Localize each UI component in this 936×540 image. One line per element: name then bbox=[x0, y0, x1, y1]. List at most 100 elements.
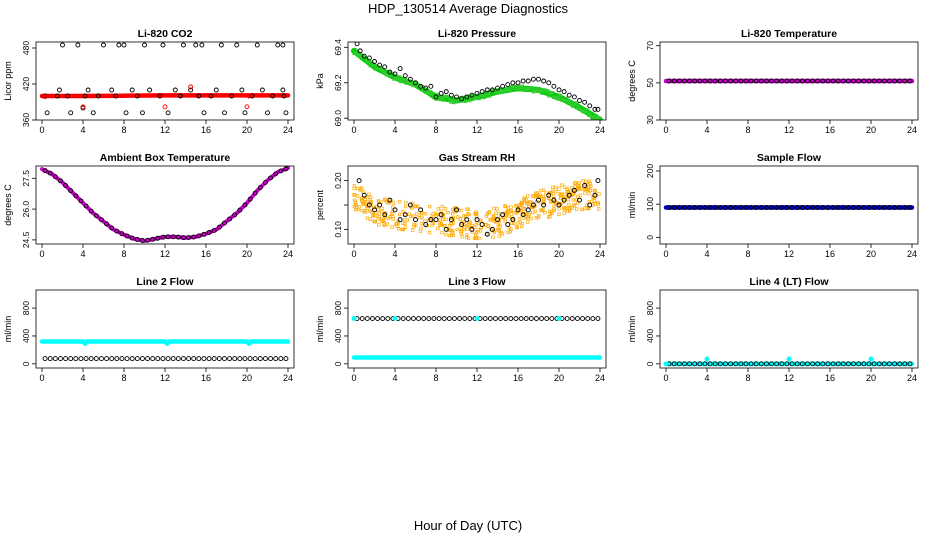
y-tick-label: 420 bbox=[21, 77, 31, 91]
series-point bbox=[416, 204, 420, 208]
series-point bbox=[109, 356, 115, 362]
series-point bbox=[459, 208, 463, 213]
series-point bbox=[458, 217, 462, 221]
series-point bbox=[358, 187, 362, 191]
series-point bbox=[211, 356, 217, 362]
series-point bbox=[871, 361, 877, 367]
series-point bbox=[162, 104, 168, 110]
series-point bbox=[352, 184, 357, 188]
series-point bbox=[583, 206, 587, 210]
series-point bbox=[598, 116, 602, 120]
series-point bbox=[52, 174, 58, 180]
series-point bbox=[723, 205, 728, 210]
series-point bbox=[165, 110, 171, 116]
series-point bbox=[359, 199, 364, 203]
series-point bbox=[510, 217, 516, 223]
series-point bbox=[518, 316, 524, 322]
x-tick-label: 8 bbox=[433, 125, 438, 135]
series-point bbox=[512, 211, 516, 215]
series-point bbox=[442, 224, 446, 228]
y-axis-label: ml/min bbox=[627, 316, 637, 343]
panel-6: Line 2 Flow ml/min 0 4 8 12 16 20 24 0 400 800 bbox=[3, 276, 295, 383]
x-tick-label: 12 bbox=[472, 125, 482, 135]
series-point bbox=[897, 205, 903, 210]
series-point bbox=[363, 210, 367, 214]
y-tick-label: 69.4 bbox=[333, 39, 343, 56]
series-point bbox=[382, 222, 386, 226]
series-point bbox=[497, 234, 501, 238]
series-point bbox=[536, 215, 540, 219]
x-tick-label: 20 bbox=[866, 249, 876, 259]
series-point bbox=[411, 316, 416, 322]
series-point bbox=[109, 225, 115, 231]
series-point bbox=[505, 82, 511, 87]
series-point bbox=[113, 93, 119, 99]
series-point bbox=[573, 181, 577, 185]
series-point bbox=[552, 194, 556, 198]
series-point bbox=[397, 66, 403, 72]
series-point bbox=[784, 361, 790, 367]
series-point bbox=[362, 202, 366, 206]
series-point bbox=[723, 78, 728, 84]
panel-2: Li-820 Temperature degrees C 0 4 8 12 16 20 24 30… bbox=[627, 28, 919, 135]
series-point bbox=[98, 217, 104, 223]
series-point bbox=[377, 223, 381, 227]
series-point bbox=[520, 78, 526, 84]
series-point bbox=[592, 106, 598, 112]
series-point bbox=[697, 361, 703, 367]
series-point bbox=[63, 183, 69, 188]
series-point bbox=[586, 182, 591, 187]
series-point bbox=[520, 224, 524, 228]
series-point bbox=[830, 205, 836, 210]
series-point bbox=[748, 205, 754, 210]
plot-frame bbox=[347, 41, 607, 121]
series-point bbox=[265, 110, 270, 116]
series-point bbox=[160, 42, 166, 48]
series-point bbox=[363, 199, 368, 204]
series-point bbox=[78, 356, 84, 362]
series-point bbox=[784, 78, 790, 84]
series-point bbox=[671, 78, 677, 84]
series-point bbox=[373, 220, 377, 224]
series-point bbox=[769, 78, 775, 84]
series-point bbox=[444, 217, 448, 222]
series-point bbox=[191, 234, 197, 240]
x-tick-label: 24 bbox=[907, 249, 917, 259]
series-point bbox=[281, 93, 287, 99]
x-tick-label: 16 bbox=[513, 249, 523, 259]
series-point bbox=[404, 201, 408, 205]
y-axis-label: degrees C bbox=[627, 60, 637, 102]
series-point bbox=[508, 316, 514, 322]
series-point bbox=[510, 80, 516, 86]
series-point bbox=[557, 207, 561, 211]
series-point bbox=[517, 203, 521, 207]
series-point bbox=[474, 90, 480, 96]
series-point bbox=[520, 212, 526, 218]
series-point bbox=[352, 193, 357, 197]
series-point bbox=[587, 179, 592, 184]
panel-title: Sample Flow bbox=[757, 152, 822, 164]
y-tick-label: 0 bbox=[645, 235, 655, 240]
series-point bbox=[75, 42, 81, 48]
series-point bbox=[784, 205, 790, 210]
panel-title: Li-820 Pressure bbox=[438, 28, 516, 40]
series-point bbox=[552, 204, 556, 209]
series-point bbox=[820, 205, 826, 210]
series-point bbox=[366, 55, 372, 61]
series-point bbox=[356, 178, 362, 184]
series-point bbox=[367, 60, 371, 64]
plot-area bbox=[351, 316, 603, 360]
series-point bbox=[382, 219, 386, 223]
series-point bbox=[586, 108, 590, 112]
series-point bbox=[897, 361, 903, 367]
series-point bbox=[586, 207, 590, 211]
x-tick-label: 4 bbox=[392, 373, 397, 383]
series-point bbox=[232, 212, 238, 218]
series-point bbox=[546, 215, 551, 219]
series-point bbox=[815, 78, 821, 84]
series-point bbox=[464, 99, 468, 104]
series-point bbox=[119, 231, 125, 237]
series-point bbox=[431, 316, 437, 322]
series-point bbox=[283, 356, 289, 362]
y-axis-label: percent bbox=[315, 189, 325, 220]
